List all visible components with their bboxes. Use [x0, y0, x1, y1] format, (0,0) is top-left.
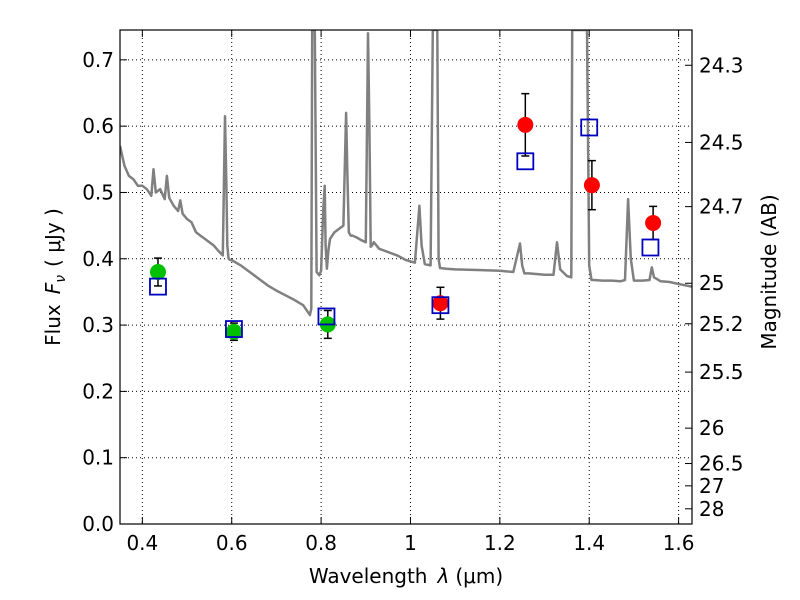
y-axis-subscript: ν — [53, 275, 69, 283]
y-tick-label: 0.4 — [82, 247, 114, 271]
model-point — [580, 118, 599, 137]
x-tick-label: 0.8 — [305, 531, 337, 555]
data-point — [149, 264, 166, 281]
model-point — [149, 277, 167, 296]
y-axis-symbol: F — [41, 282, 65, 294]
y-tick-label: 0.7 — [82, 48, 114, 72]
mag-tick-label: 25.2 — [699, 312, 744, 336]
x-axis-title-text: Wavelength — [309, 564, 428, 588]
y-axis-title: Flux Fν ( μJy ) — [41, 208, 69, 346]
spectrum-layer — [120, 30, 692, 317]
x-tick-label: 0.4 — [126, 531, 158, 555]
mag-tick-label: 24.7 — [699, 195, 744, 219]
ticks-layer: 0.4 0.6 0.8 1 1.2 1.4 1.6 0.0 0.1 0.2 0.3 0.4 0.5 0.6… — [82, 30, 744, 555]
y2-axis-title: Magnitude (AB) — [757, 194, 781, 349]
model-point — [431, 296, 450, 315]
x-tick-label: 0.6 — [216, 531, 248, 555]
y-tick-label: 0.1 — [82, 446, 114, 470]
model-point — [641, 238, 660, 257]
model-point — [317, 307, 336, 326]
mag-tick-label: 26 — [699, 416, 724, 440]
x-tick-label: 1.2 — [484, 531, 516, 555]
y-tick-label: 0.6 — [82, 114, 114, 138]
mag-tick-label: 26.5 — [699, 452, 744, 476]
mag-tick-label: 24.5 — [699, 130, 744, 154]
plot-frame — [119, 29, 693, 525]
y-axis-unit: ( μJy ) — [41, 208, 65, 267]
mag-tick-label: 24.3 — [699, 53, 744, 77]
model-point — [225, 320, 243, 338]
y-tick-label: 0.2 — [82, 379, 114, 403]
mag-tick-label: 25.5 — [699, 360, 744, 384]
model-point — [516, 152, 535, 171]
y-axis-title-text: Flux — [41, 304, 65, 346]
data-point — [583, 177, 600, 194]
x-axis-symbol: λ — [437, 564, 450, 588]
grid-layer — [120, 30, 692, 525]
spectrum-line — [120, 30, 692, 317]
y-tick-label: 0.3 — [82, 313, 114, 337]
y-tick-label: 0.0 — [82, 512, 114, 536]
data-point — [432, 295, 449, 312]
y-tick-label: 0.5 — [82, 180, 114, 204]
markers-layer — [149, 92, 662, 342]
data-point — [517, 116, 534, 133]
x-axis-title: Wavelength λ (μm) — [309, 564, 503, 588]
x-axis-unit: (μm) — [455, 564, 503, 588]
data-point — [225, 323, 242, 340]
mag-tick-label: 28 — [699, 497, 724, 521]
x-tick-label: 1.4 — [573, 531, 605, 555]
x-tick-label: 1.6 — [663, 531, 695, 555]
data-point — [645, 214, 662, 231]
x-tick-label: 1 — [404, 531, 417, 555]
mag-tick-label: 27 — [699, 474, 724, 498]
mag-tick-label: 25 — [699, 271, 724, 295]
